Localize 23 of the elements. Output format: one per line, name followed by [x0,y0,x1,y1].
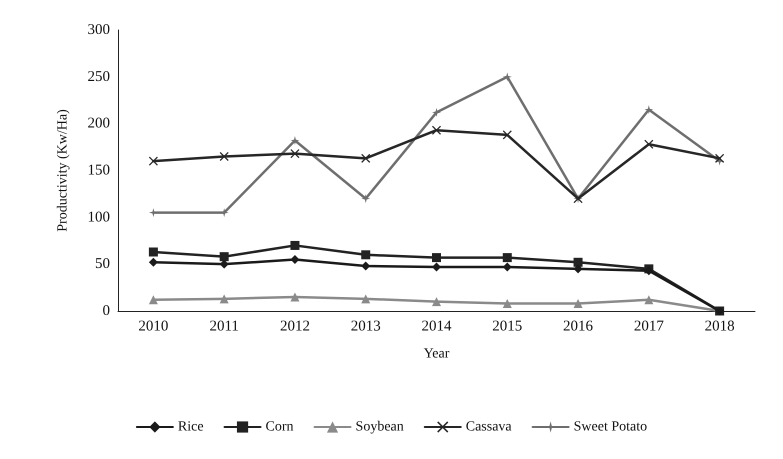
legend-label: Sweet Potato [574,420,648,434]
y-tick-label: 150 [88,162,110,178]
legend-label: Soybean [356,420,404,434]
x-tick-label: 2016 [563,318,594,334]
y-tick-label: 250 [88,68,110,85]
legend-label: Rice [178,420,204,434]
y-axis-title: Productivity (Kw/Ha) [56,108,70,232]
y-tick-label: 0 [102,303,110,319]
x-tick-label: 2010 [138,318,168,334]
x-tick-label: 2014 [422,318,452,334]
y-tick-label: 100 [88,209,110,226]
x-tick-label: 2018 [704,318,735,334]
y-tick-label: 200 [88,116,110,132]
legend-label: Corn [266,420,294,434]
x-tick-label: 2013 [350,318,381,334]
x-tick-label: 2011 [209,318,239,334]
x-tick-label: 2017 [634,318,664,334]
x-tick-label: 2012 [280,318,310,334]
y-tick-label: 50 [95,256,110,272]
legend-label: Cassava [466,420,512,434]
y-tick-label: 300 [88,22,110,38]
x-axis-title: Year [424,346,450,362]
x-tick-label: 2015 [492,318,522,334]
